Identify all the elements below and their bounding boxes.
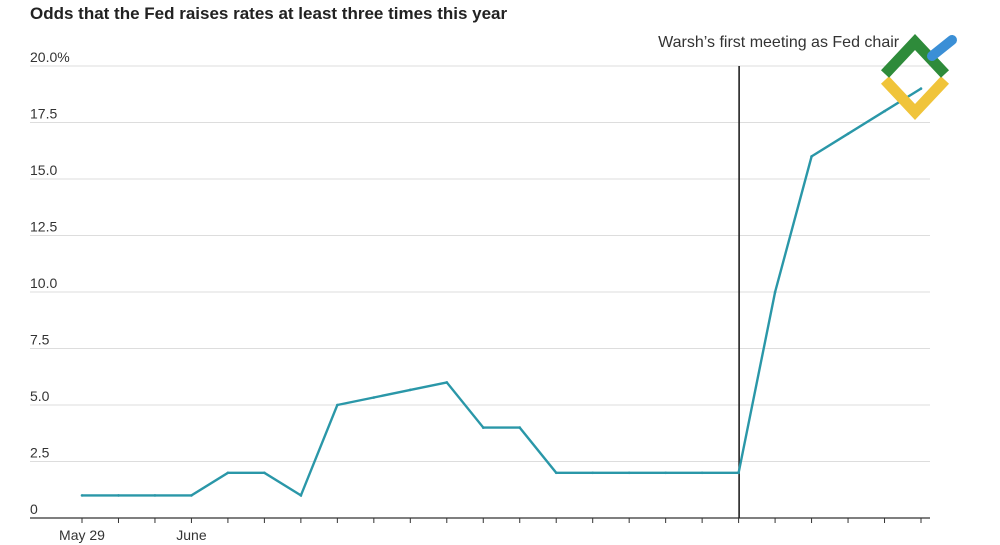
y-tick-label: 20.0%: [30, 49, 70, 65]
y-tick-label: 5.0: [30, 388, 50, 404]
logo-yellow-chevron: [880, 76, 950, 121]
x-axis-labels: May 29 June: [59, 527, 207, 543]
chart-title: Odds that the Fed raises rates at least …: [30, 4, 508, 23]
data-point: [190, 494, 193, 497]
data-point: [299, 494, 303, 497]
data-point: [372, 396, 376, 399]
data-point: [518, 426, 522, 429]
y-tick-label: 0: [30, 501, 38, 517]
y-tick-label: 7.5: [30, 332, 50, 348]
data-point: [664, 471, 667, 475]
data-point: [737, 471, 740, 475]
data-point: [773, 290, 777, 294]
data-point: [481, 426, 485, 429]
series-layer: [80, 87, 923, 498]
data-point: [409, 388, 412, 392]
data-point: [627, 471, 631, 475]
annotation: Warsh’s first meeting as Fed chair: [658, 34, 900, 518]
data-point: [80, 494, 84, 497]
y-tick-label: 12.5: [30, 219, 57, 235]
data-point: [153, 494, 157, 497]
data-point: [117, 494, 120, 497]
logo-watermark: [880, 33, 957, 121]
x-tick-label: May 29: [59, 527, 105, 543]
annotation-label: Warsh’s first meeting as Fed chair: [658, 34, 900, 51]
data-point: [336, 403, 339, 407]
data-point: [846, 132, 850, 136]
grid-lines: [30, 65, 930, 462]
y-tick-label: 2.5: [30, 445, 50, 461]
logo-green-chevron: [880, 33, 950, 78]
y-tick-label: 17.5: [30, 106, 57, 122]
data-point: [263, 471, 266, 475]
data-point: [919, 87, 923, 90]
series-line: [82, 87, 922, 498]
x-axis: [30, 517, 930, 523]
data-point: [445, 381, 449, 384]
data-point: [554, 471, 558, 475]
y-tick-label: 10.0: [30, 275, 57, 291]
data-point: [810, 155, 813, 158]
data-point: [591, 471, 594, 475]
data-point: [226, 471, 230, 475]
x-tick-label: June: [176, 527, 207, 543]
data-point: [883, 109, 886, 113]
y-axis-labels: 0 2.5 5.0 7.5 10.0 12.5 15.0 17.5 20.0%: [30, 49, 70, 517]
logo-blue-stroke: [927, 35, 957, 61]
data-point: [700, 471, 704, 475]
y-tick-label: 15.0: [30, 162, 57, 178]
